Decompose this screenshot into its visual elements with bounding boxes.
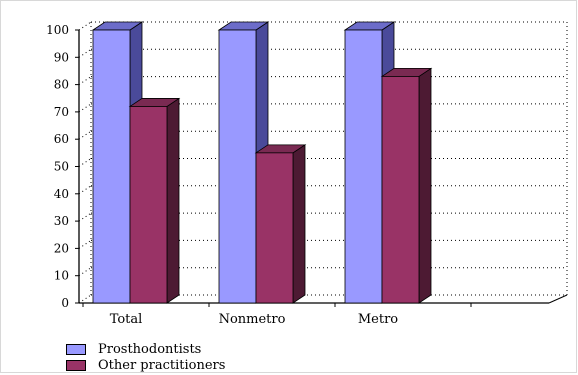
- side-gridline-70: [78, 103, 92, 113]
- y-tick-label-0: 0: [61, 296, 69, 310]
- y-tick-label-50: 50: [54, 160, 69, 174]
- bar-other-practitioners-total: [129, 106, 168, 304]
- side-gridline-80: [78, 76, 92, 86]
- y-tick-label-90: 90: [54, 50, 69, 64]
- legend-label-other-practitioners: Other practitioners: [98, 357, 226, 373]
- x-tick-label-metro: Metro: [358, 312, 398, 327]
- x-tick-label-nonmetro: Nonmetro: [219, 312, 286, 327]
- bar-other-practitioners-metro: [381, 76, 420, 304]
- bar-side-other-practitioners-nonmetro: [292, 144, 306, 304]
- y-tick-label-10: 10: [54, 269, 69, 283]
- bar-other-practitioners-nonmetro: [255, 152, 294, 304]
- y-tick-label-100: 100: [46, 23, 69, 37]
- legend-swatch-prosthodontists: [66, 343, 86, 355]
- legend-label-prosthodontists: Prosthodontists: [98, 341, 202, 357]
- y-tick-label-80: 80: [54, 78, 69, 92]
- y-tick-label-60: 60: [54, 132, 69, 146]
- legend-swatch-other-practitioners: [66, 359, 86, 371]
- legend-item-prosthodontists: Prosthodontists: [66, 341, 225, 357]
- bar-prosthodontists-nonmetro: [218, 29, 257, 304]
- side-gridline-60: [78, 130, 92, 140]
- legend: Prosthodontists Other practitioners: [66, 341, 225, 373]
- bar-prosthodontists-total: [92, 29, 131, 304]
- side-gridline-30: [78, 212, 92, 222]
- y-tick-label-20: 20: [54, 241, 69, 255]
- side-gridline-40: [78, 185, 92, 195]
- legend-item-other-practitioners: Other practitioners: [66, 357, 225, 373]
- side-gridline-10: [78, 267, 92, 277]
- side-gridline-50: [78, 158, 92, 167]
- side-gridline-100: [78, 21, 92, 31]
- y-tick-label-70: 70: [54, 105, 69, 119]
- bar-prosthodontists-metro: [344, 29, 383, 304]
- bar-side-other-practitioners-total: [166, 97, 180, 304]
- y-tick-label-40: 40: [54, 187, 69, 201]
- x-tick-label-total: Total: [110, 312, 143, 327]
- side-gridline-20: [78, 239, 92, 249]
- side-gridline-90: [78, 48, 92, 58]
- y-tick-label-30: 30: [54, 214, 69, 228]
- bar-side-other-practitioners-metro: [418, 67, 432, 304]
- floor-right-edge: [548, 294, 568, 304]
- side-gridline-0: [78, 294, 92, 304]
